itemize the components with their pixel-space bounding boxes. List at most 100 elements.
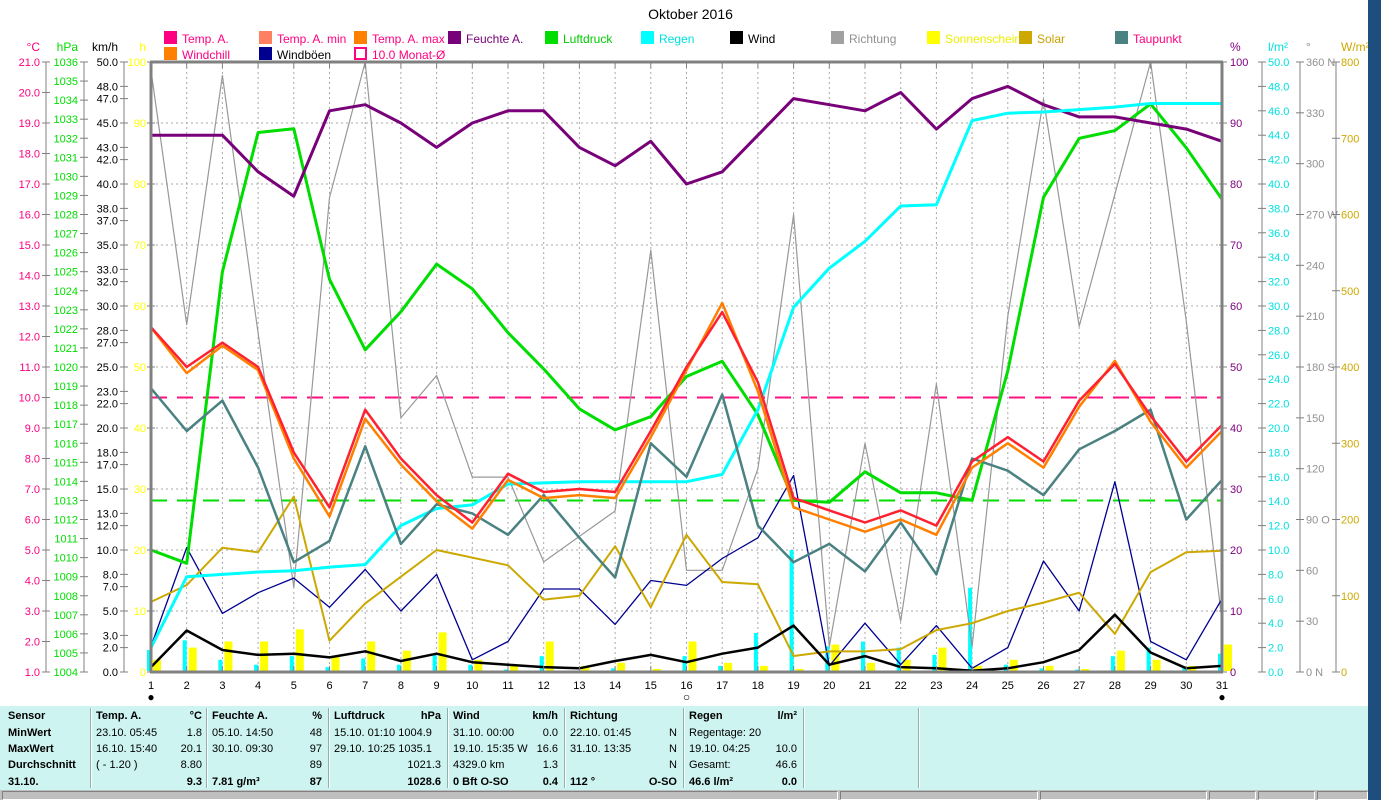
day-label: 25 xyxy=(1002,680,1014,692)
axis-tick-label-lm2: 0.0 xyxy=(1268,667,1283,679)
axis-tick-label-h: 100 xyxy=(128,57,146,69)
axis-tick-label-h: 50 xyxy=(134,362,146,374)
axis-tick-label-deg: 240 xyxy=(1306,260,1324,272)
table-cell: 89 xyxy=(309,759,322,771)
table-cell: Sensor xyxy=(8,710,46,722)
bar-regen-tag- xyxy=(896,647,901,671)
table-cell: Temp. A. xyxy=(96,710,142,722)
axis-tick-label-lm2: 34.0 xyxy=(1268,252,1289,264)
axis-tick-label-kmh: 47.0 xyxy=(97,94,118,106)
legend-swatch xyxy=(927,31,940,44)
axis-tick-label-temp: 15.0 xyxy=(19,240,40,252)
axis-tick-label-h: 20 xyxy=(134,545,146,557)
day-label: 26 xyxy=(1037,680,1049,692)
axis-tick-label-temp: 18.0 xyxy=(19,149,40,161)
legend-item-sonnenschein[interactable]: Sonnenschein xyxy=(927,31,1021,46)
bar-regen-tag- xyxy=(932,654,937,671)
axis-tick-label-lm2: 26.0 xyxy=(1268,350,1289,362)
table-divider xyxy=(564,708,566,788)
legend-item-regen[interactable]: Regen xyxy=(641,31,694,46)
chart-plot-area[interactable]: 1.02.03.04.05.06.07.08.09.010.011.012.01… xyxy=(0,0,1381,704)
bar-regen-tag- xyxy=(789,550,794,671)
axis-tick-label-deg: 30 xyxy=(1306,616,1318,628)
axis-tick-label-h: 60 xyxy=(134,301,146,313)
legend-label: Solar xyxy=(1037,32,1066,46)
legend-item-luftdruck[interactable]: Luftdruck xyxy=(545,31,612,46)
axis-tick-label-temp: 2.0 xyxy=(25,637,40,649)
legend-item-temp-a-max[interactable]: Temp. A. max xyxy=(354,31,445,46)
axis-unit-hpa: hPa xyxy=(57,40,79,54)
table-cell: 1.8 xyxy=(186,727,202,739)
bar-sonnenschein xyxy=(1009,659,1018,671)
axis-tick-label-hpa: 1009 xyxy=(54,572,78,584)
bar-regen-tag- xyxy=(1146,647,1151,671)
axis-tick-label-lm2: 38.0 xyxy=(1268,203,1289,215)
status-bar-panel xyxy=(1209,791,1256,800)
axis-tick-label-hpa: 1034 xyxy=(54,95,78,107)
table-cell: Wind xyxy=(453,710,480,722)
bar-sonnenschein xyxy=(1081,668,1090,671)
axis-tick-label-deg: 360 N xyxy=(1306,57,1335,69)
axis-tick-label-temp: 3.0 xyxy=(25,606,40,618)
axis-tick-label-kmh: 25.0 xyxy=(97,362,118,374)
table-cell: 16.10. 15:40 xyxy=(96,743,158,755)
legend-item-10-0-monat-[interactable]: 10.0 Monat-Ø xyxy=(354,47,445,62)
axis-tick-label-wm2: 500 xyxy=(1341,286,1359,298)
axis-tick-label-kmh: 48.0 xyxy=(97,81,118,93)
axis-tick-label-kmh: 23.0 xyxy=(97,386,118,398)
axis-tick-label-kmh: 18.0 xyxy=(97,447,118,459)
legend-item-temp-a-[interactable]: Temp. A. xyxy=(164,31,229,46)
axis-tick-label-hpa: 1023 xyxy=(54,305,78,317)
legend-item-richtung[interactable]: Richtung xyxy=(831,31,896,46)
axis-tick-label-deg: 330 xyxy=(1306,108,1324,120)
table-cell: 97 xyxy=(309,743,322,755)
legend-item-taupunkt[interactable]: Taupunkt xyxy=(1115,31,1182,46)
axis-tick-label-kmh: 0.0 xyxy=(103,667,118,679)
series-luftdruck xyxy=(149,102,1224,565)
axis-tick-label-temp: 13.0 xyxy=(19,301,40,313)
legend-item-wind[interactable]: Wind xyxy=(730,31,775,46)
axis-tick-label-temp: 9.0 xyxy=(25,423,40,435)
table-cell: 19.10. 04:25 xyxy=(689,743,751,755)
table-cell: 19.10. 15:35 W xyxy=(453,743,528,755)
axis-tick-label-hpa: 1025 xyxy=(54,267,78,279)
bar-sonnenschein xyxy=(474,659,483,671)
axis-tick-label-kmh: 40.0 xyxy=(97,179,118,191)
axis-tick-label-deg: 270 W xyxy=(1306,210,1338,222)
legend-item-solar[interactable]: Solar xyxy=(1019,31,1066,46)
bar-regen-tag- xyxy=(361,658,366,671)
table-cell: 0.0 xyxy=(542,727,558,739)
axis-tick-label-lm2: 42.0 xyxy=(1268,155,1289,167)
axis-tick-label-hpa: 1030 xyxy=(54,171,78,183)
axis-tick-label-hpa: 1011 xyxy=(54,534,78,546)
axis-tick-label-temp: 16.0 xyxy=(19,210,40,222)
axis-tick-label-lm2: 2.0 xyxy=(1268,643,1283,655)
table-cell: 7.81 g/m³ xyxy=(212,776,260,788)
axis-tick-label-temp: 12.0 xyxy=(19,332,40,344)
axis-tick-label-lm2: 18.0 xyxy=(1268,447,1289,459)
axis-tick-label-pct: 70 xyxy=(1230,240,1242,252)
axis-tick-label-h: 0 xyxy=(140,667,146,679)
axis-tick-label-lm2: 22.0 xyxy=(1268,399,1289,411)
axis-tick-label-lm2: 50.0 xyxy=(1268,57,1289,69)
bar-sonnenschein xyxy=(652,668,661,671)
day-label: 9 xyxy=(434,680,440,692)
axis-tick-label-h: 10 xyxy=(134,606,146,618)
axis-tick-label-pct: 10 xyxy=(1230,606,1242,618)
legend-item-windchill[interactable]: Windchill xyxy=(164,47,230,62)
axis-tick-label-temp: 14.0 xyxy=(19,271,40,283)
legend-item-feuchte-a-[interactable]: Feuchte A. xyxy=(448,31,523,46)
table-cell: N xyxy=(669,743,677,755)
bar-sonnenschein xyxy=(617,662,626,671)
bar-sonnenschein xyxy=(795,668,804,671)
legend-swatch xyxy=(259,31,272,44)
table-cell: 05.10. 14:50 xyxy=(212,727,274,739)
axis-tick-label-hpa: 1026 xyxy=(54,248,78,260)
axis-tick-label-deg: 300 xyxy=(1306,159,1324,171)
table-cell: Regen xyxy=(689,710,723,722)
legend-item-windböen[interactable]: Windböen xyxy=(259,47,331,62)
axis-tick-label-kmh: 45.0 xyxy=(97,118,118,130)
day-label: 18 xyxy=(752,680,764,692)
axis-tick-label-wm2: 200 xyxy=(1341,515,1359,527)
legend-item-temp-a-min[interactable]: Temp. A. min xyxy=(259,31,346,46)
